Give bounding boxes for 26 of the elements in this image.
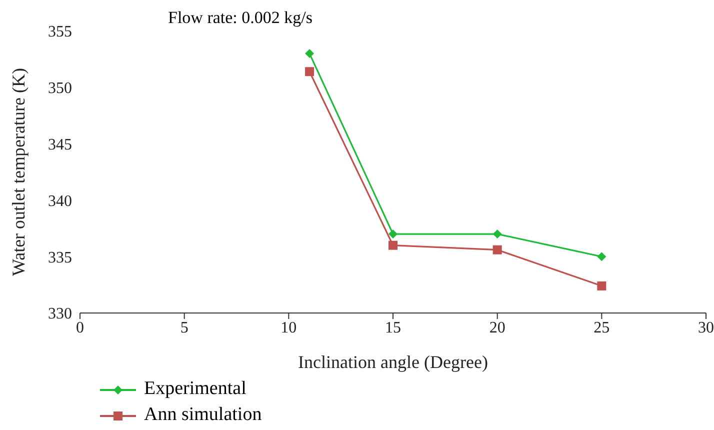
point [388, 240, 398, 250]
x-tick-label: 30 [698, 319, 714, 336]
x-tick-label: 15 [385, 319, 401, 336]
x-tick-label: 20 [489, 319, 506, 336]
x-tick-label: 10 [280, 319, 297, 336]
x-axis-title: Inclination angle (Degree) [298, 352, 488, 372]
point [597, 252, 606, 262]
y-axis-title: Water outlet temperature (K) [8, 68, 28, 276]
x-tick-label: 5 [180, 319, 188, 336]
point [492, 230, 502, 239]
point [492, 245, 502, 254]
y-tick-label: 355 [48, 24, 72, 41]
x-tick-label: 0 [76, 319, 84, 336]
legend-label: Ann simulation [144, 404, 262, 425]
point [597, 281, 606, 290]
y-tick-label: 340 [48, 192, 72, 210]
y-tick-label: 335 [48, 249, 72, 266]
point [305, 67, 314, 76]
chart-title: Flow rate: 0.002 kg/s [168, 8, 312, 28]
legend-label: Experimental [144, 378, 246, 399]
x-tick-label: 25 [594, 319, 610, 336]
y-tick-label: 330 [48, 306, 72, 323]
y-tick-label: 350 [48, 80, 72, 98]
y-tick-label: 345 [48, 136, 72, 154]
point [388, 230, 398, 239]
point [305, 49, 314, 58]
